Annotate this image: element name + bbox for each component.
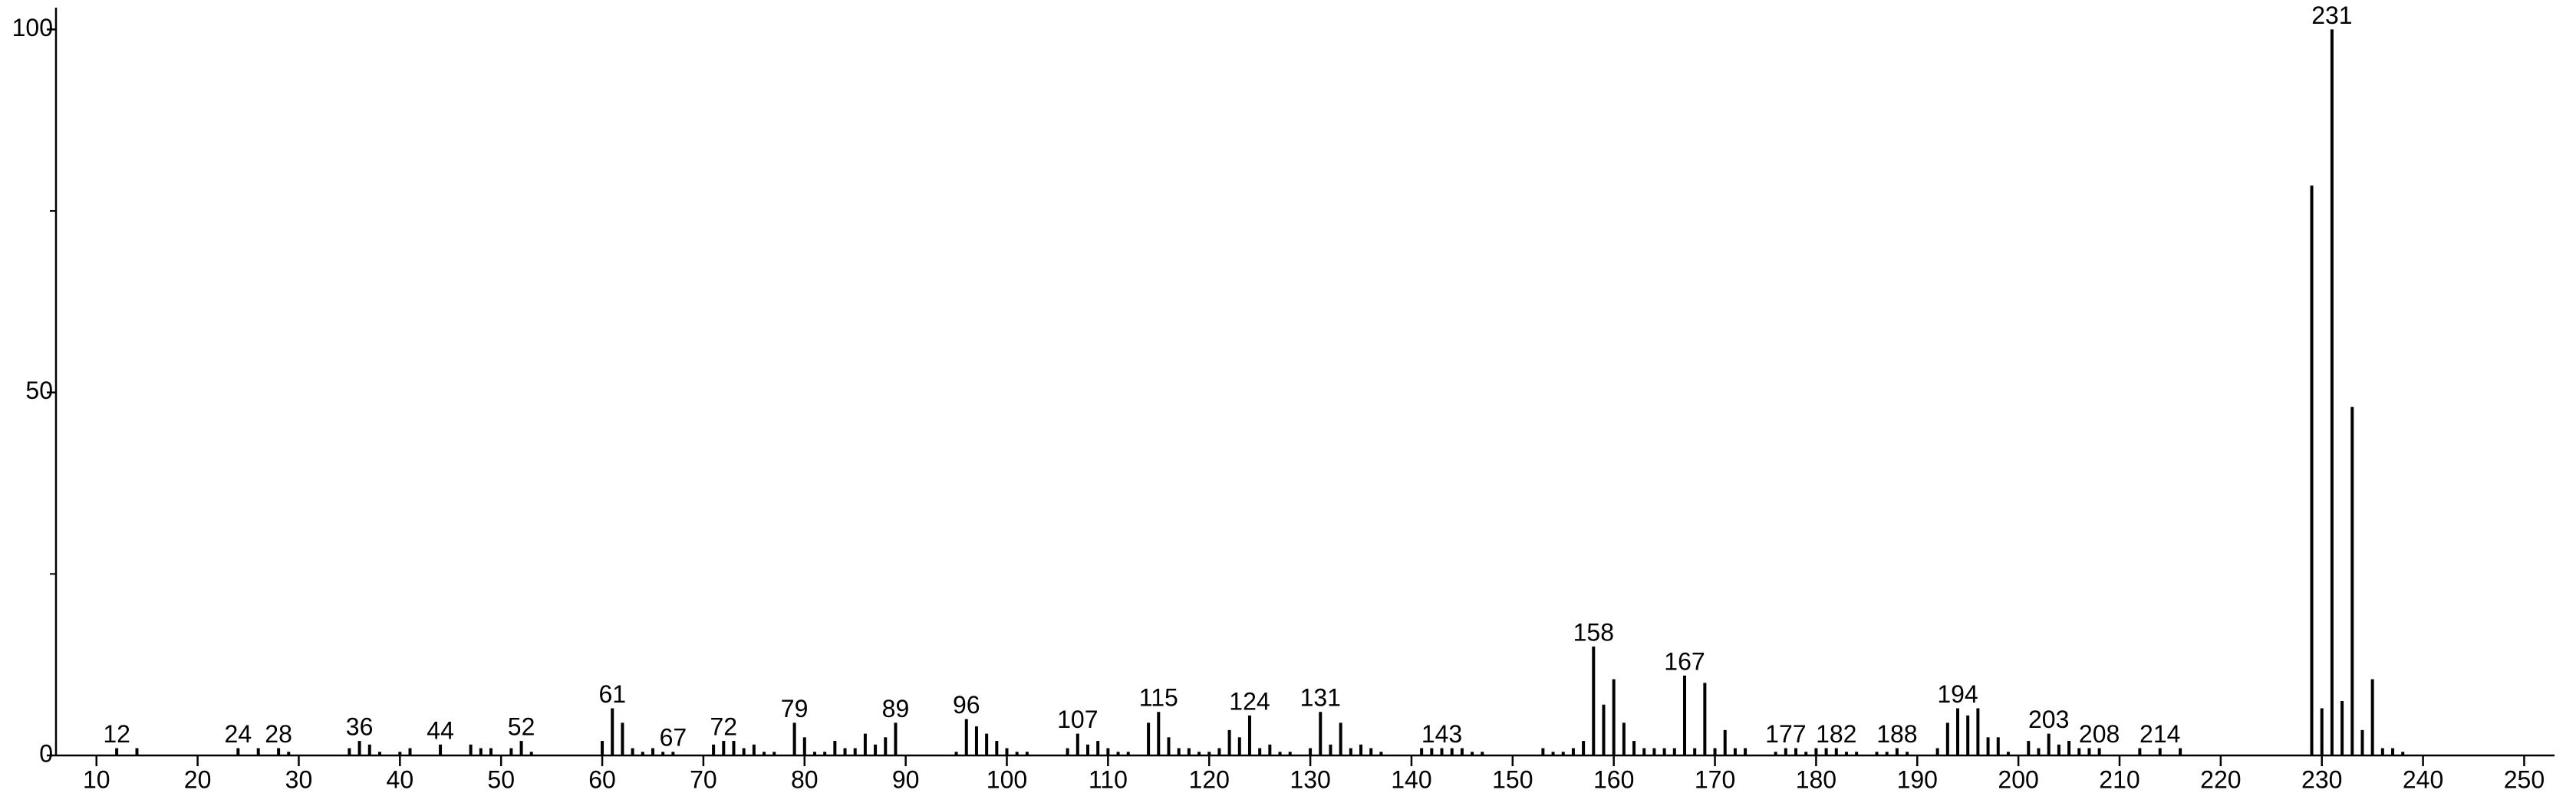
peak-label: 194 bbox=[1937, 680, 1978, 708]
peak-label: 79 bbox=[781, 695, 809, 722]
peak-label: 143 bbox=[1421, 720, 1462, 748]
peak-label: 52 bbox=[508, 713, 535, 741]
peak-label: 188 bbox=[1876, 720, 1917, 748]
x-tick-label: 120 bbox=[1189, 765, 1230, 793]
x-tick-label: 30 bbox=[285, 765, 313, 793]
peak-label: 158 bbox=[1573, 618, 1614, 646]
x-tick-label: 40 bbox=[387, 765, 414, 793]
x-tick-label: 210 bbox=[2099, 765, 2140, 793]
peak-label: 177 bbox=[1765, 720, 1806, 748]
peak-label: 107 bbox=[1057, 706, 1098, 733]
peak-label: 96 bbox=[953, 691, 980, 719]
x-tick-label: 170 bbox=[1695, 765, 1735, 793]
peak-label: 89 bbox=[882, 695, 910, 722]
peak-label: 208 bbox=[2079, 720, 2120, 748]
y-tick-label: 100 bbox=[12, 14, 53, 41]
peak-label: 28 bbox=[265, 720, 292, 748]
peak-label: 231 bbox=[2311, 2, 2352, 29]
x-tick-label: 140 bbox=[1391, 765, 1431, 793]
x-tick-label: 100 bbox=[987, 765, 1027, 793]
x-tick-label: 80 bbox=[791, 765, 819, 793]
peak-label: 44 bbox=[427, 716, 454, 744]
x-tick-label: 90 bbox=[892, 765, 920, 793]
x-tick-label: 240 bbox=[2403, 765, 2443, 793]
peak-label: 115 bbox=[1139, 684, 1178, 712]
peak-label: 24 bbox=[225, 720, 252, 748]
x-tick-label: 160 bbox=[1593, 765, 1634, 793]
x-tick-label: 130 bbox=[1290, 765, 1330, 793]
peak-label: 167 bbox=[1664, 647, 1705, 675]
x-tick-label: 50 bbox=[487, 765, 515, 793]
x-tick-label: 200 bbox=[1998, 765, 2038, 793]
peak-label: 36 bbox=[346, 713, 374, 741]
x-tick-label: 60 bbox=[588, 765, 616, 793]
x-tick-label: 20 bbox=[184, 765, 212, 793]
x-tick-label: 70 bbox=[690, 765, 717, 793]
peak-label: 124 bbox=[1229, 687, 1270, 715]
x-tick-label: 190 bbox=[1897, 765, 1938, 793]
peak-label: 131 bbox=[1300, 684, 1341, 712]
peak-label: 12 bbox=[103, 720, 130, 748]
x-tick-label: 110 bbox=[1089, 765, 1128, 793]
peak-label: 61 bbox=[598, 680, 626, 708]
x-tick-label: 220 bbox=[2200, 765, 2241, 793]
peak-label: 203 bbox=[2028, 706, 2069, 733]
x-tick-label: 230 bbox=[2301, 765, 2342, 793]
y-tick-label: 0 bbox=[39, 739, 53, 767]
peak-label: 72 bbox=[710, 713, 737, 741]
y-tick-label: 50 bbox=[25, 377, 53, 404]
peak-label: 214 bbox=[2140, 720, 2180, 748]
peak-label: 182 bbox=[1816, 720, 1856, 748]
peak-label: 67 bbox=[660, 724, 687, 752]
x-tick-label: 150 bbox=[1492, 765, 1533, 793]
x-tick-label: 180 bbox=[1796, 765, 1836, 793]
x-tick-label: 10 bbox=[83, 765, 110, 793]
x-tick-label: 250 bbox=[2504, 765, 2545, 793]
